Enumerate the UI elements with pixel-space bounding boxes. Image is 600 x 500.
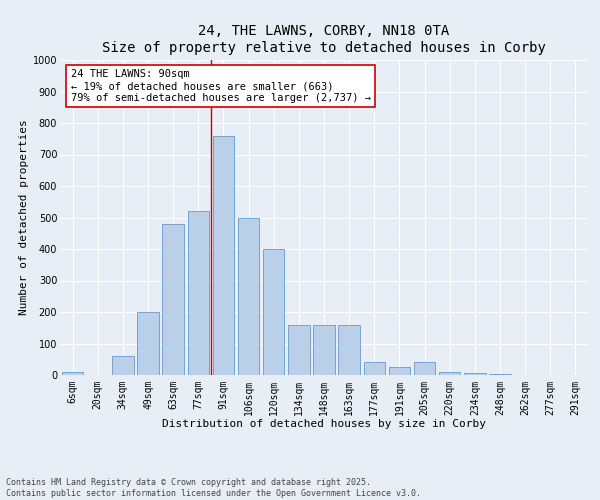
Bar bbox=[464, 374, 485, 375]
Text: 24 THE LAWNS: 90sqm
← 19% of detached houses are smaller (663)
79% of semi-detac: 24 THE LAWNS: 90sqm ← 19% of detached ho… bbox=[71, 70, 371, 102]
Bar bbox=[288, 324, 310, 375]
Bar bbox=[62, 372, 83, 375]
Bar bbox=[414, 362, 435, 375]
Bar bbox=[338, 324, 360, 375]
Text: Contains HM Land Registry data © Crown copyright and database right 2025.
Contai: Contains HM Land Registry data © Crown c… bbox=[6, 478, 421, 498]
Bar bbox=[238, 218, 259, 375]
X-axis label: Distribution of detached houses by size in Corby: Distribution of detached houses by size … bbox=[162, 420, 486, 430]
Bar bbox=[263, 249, 284, 375]
Bar bbox=[439, 372, 460, 375]
Bar bbox=[364, 362, 385, 375]
Bar bbox=[112, 356, 134, 375]
Bar bbox=[213, 136, 234, 375]
Title: 24, THE LAWNS, CORBY, NN18 0TA
Size of property relative to detached houses in C: 24, THE LAWNS, CORBY, NN18 0TA Size of p… bbox=[102, 24, 546, 54]
Bar bbox=[490, 374, 511, 375]
Bar bbox=[389, 367, 410, 375]
Bar bbox=[313, 324, 335, 375]
Y-axis label: Number of detached properties: Number of detached properties bbox=[19, 120, 29, 316]
Bar bbox=[163, 224, 184, 375]
Bar bbox=[137, 312, 158, 375]
Bar bbox=[188, 211, 209, 375]
